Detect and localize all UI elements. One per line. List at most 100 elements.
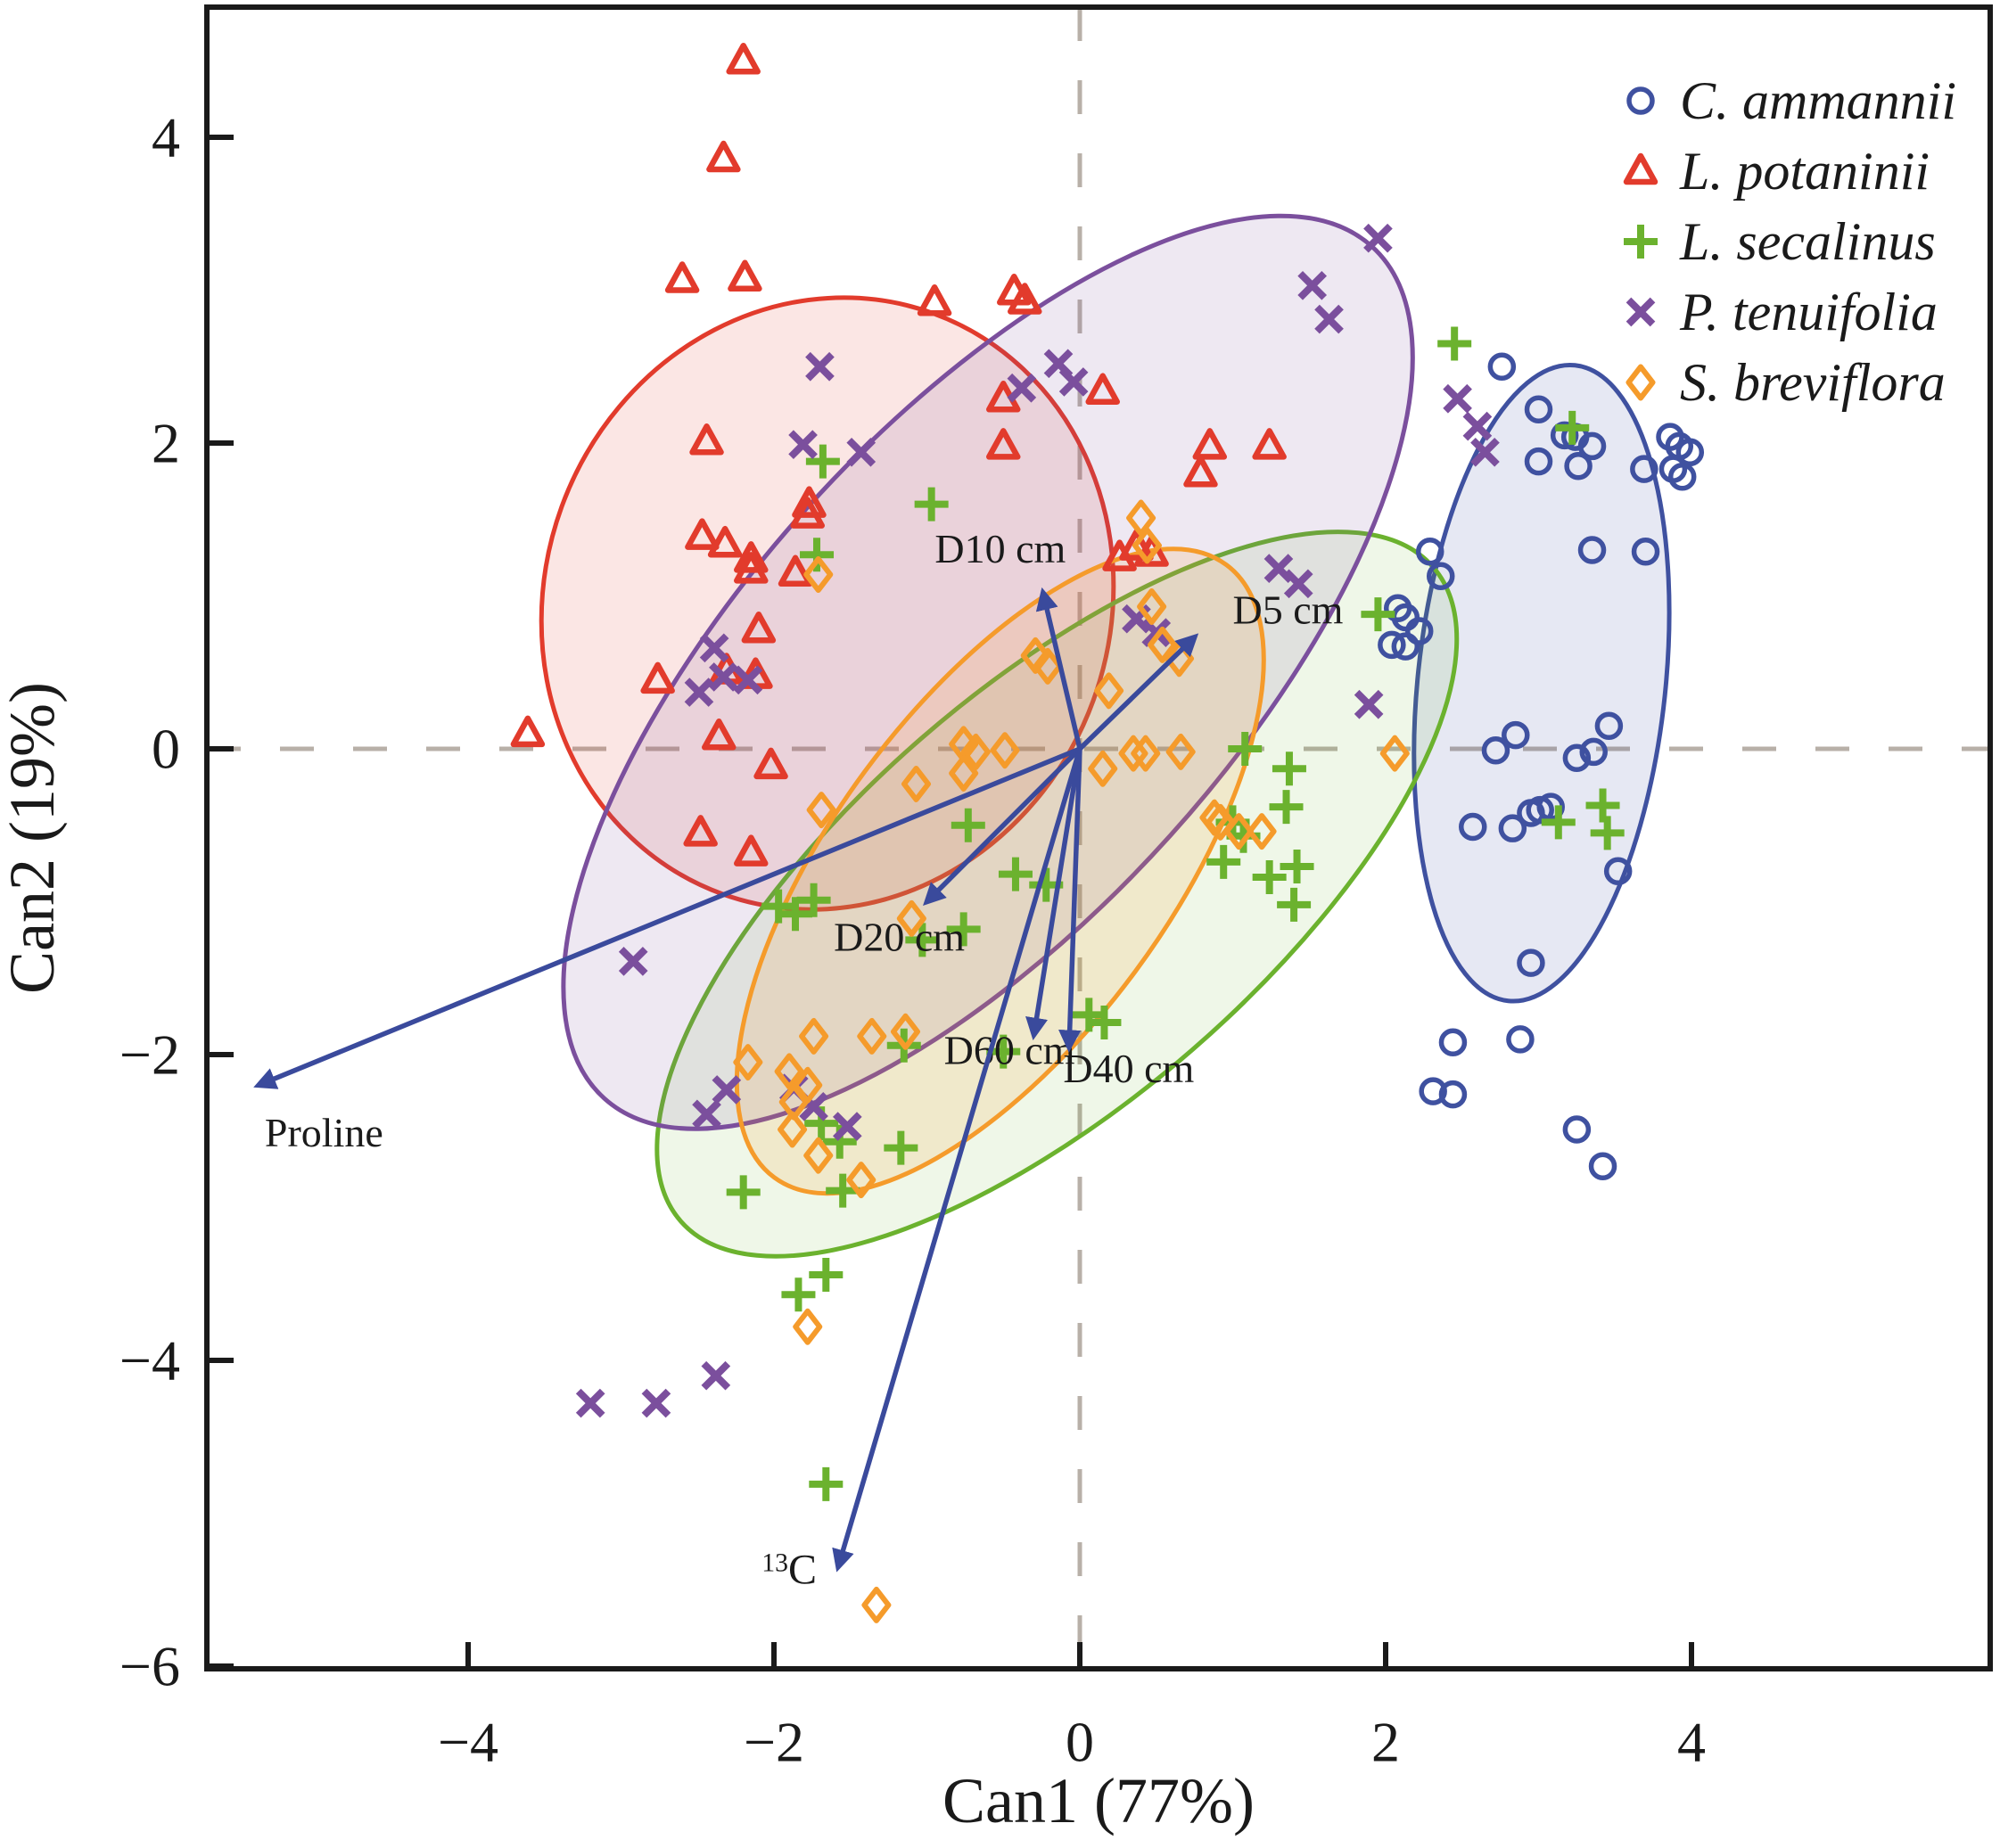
vector-label-13c: 13C: [761, 1546, 817, 1593]
legend-item-c-ammannii: C. ammannii: [1626, 71, 1956, 130]
c-ammannii-point: [1438, 1080, 1468, 1109]
c-ammannii-point: [1536, 793, 1565, 821]
c-ammannii-point: [1594, 711, 1624, 741]
y-tick-label: 4: [152, 106, 180, 169]
p-tenuifolia-point: [832, 1112, 862, 1141]
l-potaninii-point: [734, 541, 769, 573]
s-breviflora-point: [901, 765, 931, 802]
l-potaninii-point: [1183, 456, 1218, 488]
s-breviflora-point: [1206, 803, 1236, 841]
l-secalinus-point: [914, 487, 949, 522]
series-s-breviflora: [733, 499, 1410, 1623]
y-axis-title: Can2 (19%): [0, 682, 68, 994]
s-breviflora-point: [1094, 672, 1124, 710]
legend-label: C. ammannii: [1680, 71, 1956, 130]
p-tenuifolia-point: [712, 1075, 742, 1105]
legend-marker-plus-icon: [1624, 225, 1658, 259]
plot-border: [204, 4, 1993, 1671]
s-breviflora-point: [1131, 735, 1161, 772]
l-secalinus-point: [951, 808, 985, 842]
s-breviflora-point: [803, 555, 834, 593]
l-potaninii-point: [1085, 373, 1120, 405]
l-potaninii-point: [1008, 283, 1042, 315]
p-tenuifolia-point: [684, 678, 714, 707]
c-ammannii-point: [1506, 1025, 1535, 1054]
l-secalinus-point: [781, 1277, 816, 1312]
l-secalinus-point: [796, 883, 831, 917]
c-ammannii-point: [1415, 538, 1444, 566]
c-ammannii-point: [1562, 1115, 1592, 1144]
y-tick-label: −6: [119, 1635, 180, 1698]
s-breviflora-point: [793, 1308, 823, 1345]
l-secalinus-point: [1277, 887, 1312, 922]
c-ammannii-point: [1481, 735, 1510, 765]
s-breviflora-point: [733, 1044, 763, 1081]
l-secalinus-point: [905, 923, 940, 957]
l-potaninii-point: [664, 261, 700, 293]
l-secalinus-point: [1361, 597, 1395, 632]
s-breviflora-point: [806, 792, 836, 829]
p-tenuifolia-point: [846, 437, 877, 467]
vector-d10-cm: [1035, 587, 1082, 750]
s-breviflora-point: [1247, 813, 1277, 850]
p-tenuifolia-point: [1314, 304, 1344, 334]
y-tick-label: −4: [119, 1329, 180, 1392]
l-potaninii-point: [728, 259, 762, 292]
l-potaninii-point: [706, 140, 741, 173]
vector-d40-cm: [1058, 748, 1082, 1053]
legend-item-s-breviflora: S. breviflora: [1626, 353, 1946, 412]
legend-label: P. tenuifolia: [1679, 283, 1938, 341]
s-breviflora-point: [774, 1053, 804, 1090]
c-ammannii-point: [1378, 630, 1406, 660]
p-tenuifolia-point: [1354, 689, 1384, 719]
l-secalinus-point: [884, 1130, 918, 1165]
l-potaninii-point: [917, 283, 952, 316]
c-ammannii-point: [1550, 421, 1579, 450]
legend-item-l-secalinus: L. secalinus: [1624, 212, 1936, 271]
y-tick-label: 2: [152, 412, 180, 475]
p-tenuifolia-point: [709, 662, 738, 692]
c-ammannii-point: [1564, 451, 1593, 480]
legend-item-l-potaninii: L. potaninii: [1623, 142, 1930, 201]
l-secalinus-point: [1072, 998, 1107, 1032]
c-ammannii-point: [1577, 536, 1607, 564]
x-tick-label: 4: [1677, 1711, 1706, 1774]
p-tenuifolia-point: [1007, 373, 1037, 403]
x-tick-label: −4: [438, 1711, 498, 1774]
l-potaninii-point: [726, 43, 761, 75]
s-breviflora-point: [846, 1162, 877, 1199]
l-secalinus-point: [946, 912, 981, 947]
zero-gridlines: [207, 7, 1990, 1669]
c-ammannii-point: [1588, 1152, 1617, 1180]
l-secalinus-point: [1228, 732, 1263, 766]
x-tick-label: 2: [1371, 1711, 1400, 1774]
l-secalinus-point: [1555, 410, 1590, 445]
c-ammannii-point: [1577, 431, 1607, 461]
s-breviflora-point: [778, 1111, 808, 1148]
p-tenuifolia-point: [701, 1360, 731, 1391]
p-tenuifolia-point: [1462, 411, 1493, 441]
vector-d20-cm: [923, 747, 1082, 906]
l-potaninii-point: [1252, 428, 1287, 460]
p-tenuifolia-point: [692, 1099, 721, 1129]
l-secalinus-point: [1206, 844, 1241, 879]
p-tenuifolia-point: [1470, 437, 1500, 467]
l-potaninii-point: [778, 554, 813, 587]
vector-d5-cm: [1078, 633, 1199, 751]
series-c-ammannii: [1378, 352, 1705, 1180]
s-breviflora-point: [990, 732, 1020, 769]
vector-label-d5-cm: D5 cm: [1233, 587, 1344, 632]
p-tenuifolia-point: [575, 1388, 605, 1418]
s-breviflora-point: [890, 1013, 920, 1050]
c-ammannii-point: [1579, 737, 1608, 767]
p-tenuifolia-point: [788, 430, 818, 460]
c-ammannii-point: [1404, 617, 1434, 645]
p-tenuifolia-point: [805, 351, 835, 382]
y-tick-label: 0: [152, 718, 180, 781]
l-secalinus-point: [809, 1466, 844, 1501]
legend-marker-circle-icon: [1626, 86, 1655, 115]
l-potaninii-point: [753, 747, 788, 780]
l-potaninii-point: [689, 423, 724, 456]
